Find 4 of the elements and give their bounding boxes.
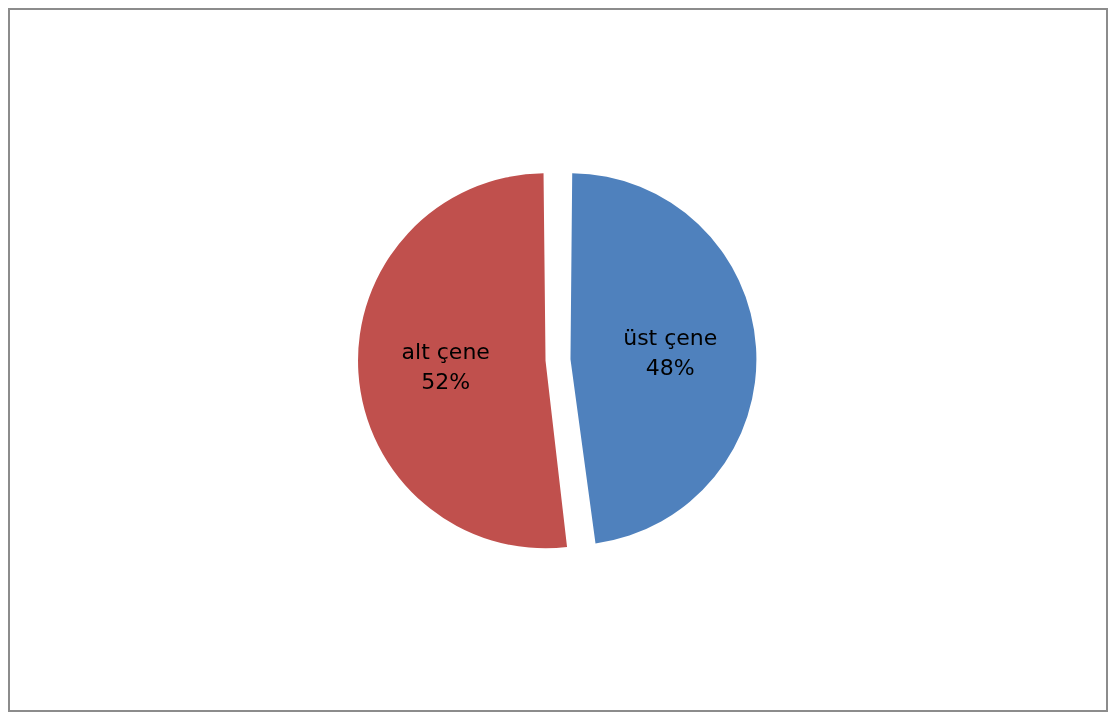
data-label: 52% [421,368,471,394]
data-label: 48% [645,354,695,380]
slice-label: üst çene [623,324,718,350]
slice-label: alt çene [401,338,490,364]
